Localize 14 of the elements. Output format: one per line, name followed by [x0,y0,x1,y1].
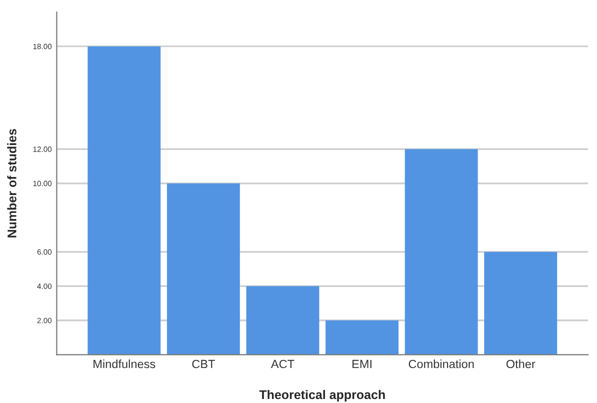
x-tick-label: CBT [192,360,215,368]
x-tick-label: ACT [270,360,294,368]
x-tick-label: EMI [352,360,372,368]
bar [88,46,161,355]
bar [246,286,320,355]
bar [166,183,240,355]
bar [404,149,478,355]
x-tick-label: Combination [408,360,474,368]
bar [326,320,399,355]
x-tick-label: Mindfulness [94,360,156,368]
y-axis-title: Number of studies [7,129,16,238]
x-axis-title: Theoretical approach [259,390,385,402]
bar [484,252,558,355]
x-tick-label: Other [506,360,536,368]
